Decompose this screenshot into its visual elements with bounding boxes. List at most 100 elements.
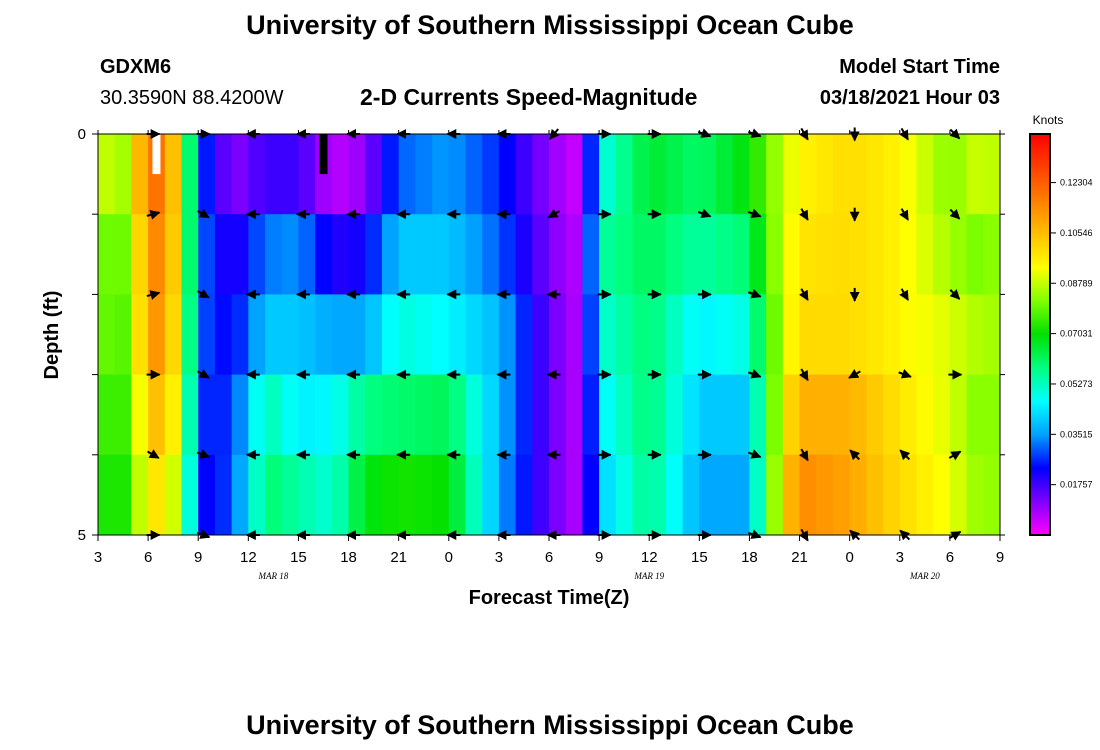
heatmap-cell [148, 134, 166, 215]
current-vector [798, 288, 809, 301]
heatmap-cell [599, 374, 617, 456]
heatmap-cell [849, 294, 867, 376]
heatmap-cell [816, 214, 834, 295]
x-tick-label: 6 [946, 549, 954, 566]
heatmap-cell [331, 214, 350, 295]
heatmap-cell [265, 134, 283, 215]
heatmap-cell [949, 294, 968, 376]
heatmap-cell [966, 214, 984, 295]
heatmap-cell [983, 134, 1000, 215]
heatmap-cell [114, 454, 133, 535]
current-vector [899, 449, 911, 461]
heatmap-cell [231, 214, 249, 295]
heatmap-cell [448, 214, 467, 295]
heatmap-cell [482, 134, 500, 215]
heatmap-cell [966, 374, 984, 456]
heatmap-cell [465, 294, 483, 376]
heatmap-cell [381, 374, 400, 456]
heatmap-cell [365, 454, 383, 535]
heatmap-cell [766, 294, 784, 376]
heatmap-cell [432, 294, 450, 376]
x-tick-label: 21 [390, 549, 407, 566]
heatmap-cell [98, 134, 116, 215]
heatmap-cell [649, 374, 667, 456]
current-vector [197, 288, 210, 299]
heatmap-cell [398, 454, 416, 535]
heatmap-cell [465, 134, 483, 215]
heatmap-cell [331, 134, 350, 215]
heatmap-cell [816, 134, 834, 215]
heatmap-cell [198, 454, 216, 535]
heatmap-cell [432, 374, 450, 456]
heatmap-cell [315, 214, 333, 295]
heatmap-cell [398, 214, 416, 295]
heatmap-cell [899, 214, 918, 295]
heatmap-cell [482, 454, 500, 535]
heatmap-cell [816, 374, 834, 456]
current-vector [849, 449, 860, 461]
heatmap-cell [582, 294, 600, 376]
current-vector [798, 368, 809, 382]
heatmap-cell [315, 454, 333, 535]
heatmap-cell [181, 454, 199, 535]
heatmap-cell [749, 454, 767, 535]
colorbar-tick-label: 0.05273 [1060, 379, 1093, 389]
x-tick-label: 18 [340, 549, 357, 566]
current-vector [898, 369, 912, 379]
heatmap-cell [298, 374, 316, 456]
heatmap-cell [448, 454, 467, 535]
heatmap-cell [281, 374, 300, 456]
x-tick-label: 15 [691, 549, 708, 566]
heatmap-cell [849, 214, 867, 295]
heatmap-cell [866, 454, 884, 535]
heatmap-cell [716, 214, 734, 295]
heatmap-cell [665, 294, 684, 376]
heatmap-cell [899, 454, 918, 535]
colorbar-bar [1029, 133, 1051, 536]
heatmap-cell [632, 294, 650, 376]
x-tick-label: 9 [996, 549, 1004, 566]
heatmap-cell [365, 134, 383, 215]
heatmap-cell [816, 454, 834, 535]
model-start-time: 03/18/2021 Hour 03 [819, 87, 1000, 109]
heatmap-cell [916, 374, 934, 456]
heatmap-cell [198, 374, 216, 456]
heatmap-cell [315, 134, 333, 215]
heatmap-cell [916, 214, 934, 295]
current-vector [146, 449, 160, 459]
heatmap-cell [281, 294, 300, 376]
heatmap-cell [532, 374, 550, 456]
heatmap-cell [381, 214, 400, 295]
heatmap-cell [699, 374, 717, 456]
heatmap-cell [398, 294, 416, 376]
heatmap-cell [164, 454, 183, 535]
current-vector [949, 208, 961, 220]
heatmap-cell [766, 134, 784, 215]
heatmap-cell [933, 374, 951, 456]
heatmap-cell [231, 374, 249, 456]
heatmap-cell [799, 454, 817, 535]
heatmap-cell [315, 294, 333, 376]
heatmap-cell [565, 374, 584, 456]
x-tick-label: 12 [240, 549, 257, 566]
heatmap-cell [749, 214, 767, 295]
heatmap-cell [164, 294, 183, 376]
y-tick-label: 0 [78, 126, 86, 143]
heatmap-cell [816, 294, 834, 376]
heatmap-cell [565, 214, 584, 295]
heatmap-cell [131, 214, 149, 295]
heatmap-cell [866, 214, 884, 295]
heatmap-cell [532, 134, 550, 215]
heatmap-cell [98, 214, 116, 295]
station-coords: 30.3590N 88.4200W [100, 87, 284, 109]
current-vector [748, 449, 762, 459]
heatmap-cell [949, 214, 968, 295]
heatmap-cell [98, 454, 116, 535]
heatmap-cell [148, 374, 166, 456]
heatmap-cell [849, 134, 867, 215]
colorbar-tick-label: 0.01757 [1060, 480, 1093, 490]
current-vector [798, 448, 809, 462]
colorbar-tick-label: 0.12304 [1060, 178, 1093, 188]
current-vector [196, 449, 211, 459]
